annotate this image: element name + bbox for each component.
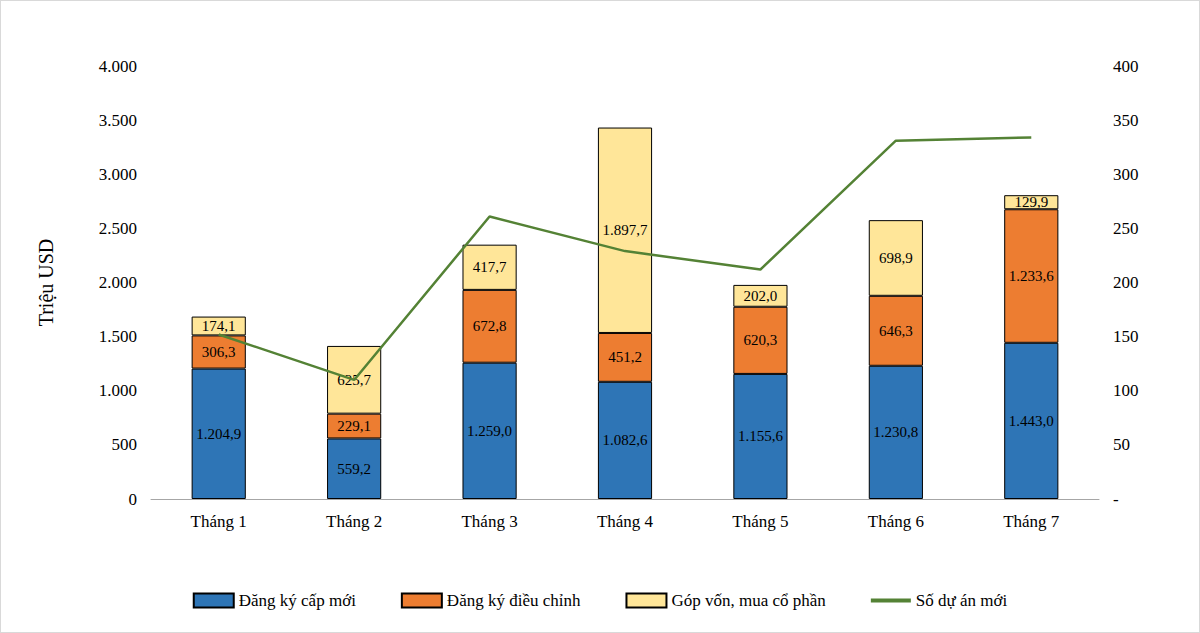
svg-text:Tháng 7: Tháng 7 — [1003, 512, 1060, 531]
svg-text:620,3: 620,3 — [744, 332, 778, 348]
svg-text:646,3: 646,3 — [879, 323, 913, 339]
svg-text:1.443,0: 1.443,0 — [1009, 413, 1054, 429]
svg-text:1.259,0: 1.259,0 — [467, 423, 512, 439]
svg-text:451,2: 451,2 — [608, 349, 642, 365]
svg-text:200: 200 — [1113, 273, 1139, 292]
svg-text:1.233,6: 1.233,6 — [1009, 268, 1055, 284]
svg-text:417,7: 417,7 — [473, 259, 507, 275]
svg-text:129,9: 129,9 — [1014, 194, 1048, 210]
svg-text:400: 400 — [1113, 57, 1139, 76]
svg-text:Đăng ký điều chỉnh: Đăng ký điều chỉnh — [447, 591, 581, 610]
svg-text:625,7: 625,7 — [337, 371, 371, 388]
svg-text:672,8: 672,8 — [473, 318, 507, 334]
svg-text:1.897,7: 1.897,7 — [603, 222, 649, 238]
svg-text:Số dự án mới: Số dự án mới — [916, 591, 1008, 610]
svg-text:3.500: 3.500 — [99, 111, 137, 130]
svg-text:350: 350 — [1113, 111, 1139, 130]
svg-text:4.000: 4.000 — [99, 57, 137, 76]
svg-text:Tháng 6: Tháng 6 — [868, 512, 924, 531]
svg-text:Tháng 1: Tháng 1 — [191, 512, 247, 531]
svg-text:1.230,8: 1.230,8 — [873, 424, 918, 440]
svg-text:229,1: 229,1 — [337, 418, 371, 434]
svg-text:Tháng 2: Tháng 2 — [326, 512, 382, 531]
svg-text:202,0: 202,0 — [744, 288, 778, 304]
svg-text:500: 500 — [112, 435, 138, 454]
svg-text:559,2: 559,2 — [337, 461, 371, 477]
svg-text:50: 50 — [1113, 435, 1130, 454]
svg-text:3.000: 3.000 — [99, 165, 137, 184]
svg-text:174,1: 174,1 — [202, 318, 236, 334]
svg-text:1.155,6: 1.155,6 — [738, 428, 784, 444]
svg-text:2.000: 2.000 — [99, 273, 137, 292]
svg-text:Tháng 5: Tháng 5 — [732, 512, 788, 531]
svg-text:150: 150 — [1113, 327, 1139, 346]
svg-text:0: 0 — [129, 490, 138, 509]
svg-text:300: 300 — [1113, 165, 1139, 184]
svg-text:1.500: 1.500 — [99, 327, 137, 346]
svg-text:100: 100 — [1113, 381, 1139, 400]
svg-text:698,9: 698,9 — [879, 250, 913, 266]
svg-text:1.000: 1.000 — [99, 381, 137, 400]
svg-text:306,3: 306,3 — [202, 344, 236, 360]
svg-text:250: 250 — [1113, 219, 1139, 238]
svg-text:Tháng 4: Tháng 4 — [597, 512, 654, 531]
svg-text:2.500: 2.500 — [99, 219, 137, 238]
svg-text:1.204,9: 1.204,9 — [196, 426, 241, 442]
svg-text:Đăng ký cấp mới: Đăng ký cấp mới — [239, 591, 356, 610]
svg-text:-: - — [1113, 490, 1119, 509]
svg-text:Góp vốn, mua cổ phần: Góp vốn, mua cổ phần — [671, 591, 826, 610]
svg-text:Tháng 3: Tháng 3 — [461, 512, 517, 531]
svg-text:Triệu USD: Triệu USD — [35, 239, 57, 327]
svg-text:1.082,6: 1.082,6 — [603, 432, 649, 448]
